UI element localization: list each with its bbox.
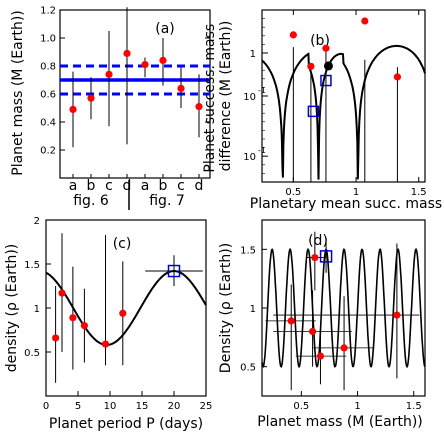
panel-d-xtick-label: 0.5 [293,401,309,412]
panel-d-point [287,317,295,325]
panel-d-label: (d) [308,233,328,249]
panel-d-point [340,344,348,352]
panel-b-square-marker [307,105,320,118]
panel-b-point [307,62,315,70]
panel-d-ytick-label: 1 [250,304,256,315]
panel-c-xtick-label: 10 [104,401,117,412]
panel-b-ytick-label: 10 [243,152,256,163]
panel-b-curve [261,44,426,180]
panel-c-square-marker [167,264,181,278]
panel-d-xtick-label: 1 [354,401,360,412]
panel-b: (b) Planet success. mass difference (M (… [202,9,442,212]
panel-c-xtick-label: 5 [75,401,81,412]
panel-a-category-label: d [123,178,132,194]
panel-c-ylabel: density (ρ (Earth)) [4,244,20,373]
panel-a-point [87,94,95,102]
panel-b-black-point [323,61,333,71]
panel-d-point [311,253,319,262]
panel-b-ytick-exponent: -1 [258,146,266,155]
panel-b-ytick-exponent: -1 [258,86,266,95]
panel-b-xtick-label: 0.5 [285,187,301,198]
panel-a-point [123,49,131,58]
panel-c-ytick-label: 0.5 [24,348,40,359]
panel-c-xtick-label: 0 [43,401,49,412]
panel-b-ylabel: Planet success. mass difference (M (Eart… [202,19,234,172]
panel-a-category-label: c [105,178,113,194]
panel-a-point [69,105,77,113]
panel-b-ylabel-line2: difference (M (Earth)) [218,21,234,172]
panel-c-ytick-label: 2 [34,216,40,227]
panel-a-label: (a) [155,21,175,37]
panel-b-ylabel-line1: Planet success. mass [202,24,218,173]
panel-d-ytick-label: 0.5 [240,363,256,374]
panel-d-xtick-label: 1.5 [406,401,422,412]
panel-a-ylabel: Planet mass (M (Earth)) [10,10,26,176]
panel-b-xlabel: Planetary mean succ. mass [250,196,442,212]
panel-c-label: (c) [113,236,132,252]
panel-d-frame [261,219,426,397]
panel-a-category-label: b [159,178,168,194]
panel-c-ytick-label: 1.5 [24,260,40,271]
panel-a-ytick-label: 1.2 [40,6,56,17]
panel-d-xlabel: Planet mass (M (Earth)) [257,414,423,430]
panel-a-category-label: a [141,178,150,194]
panel-c-xtick-label: 25 [200,401,213,412]
panel-b-point [393,73,402,81]
panel-b-point [289,31,297,39]
panel-a-ytick-label: 0.4 [40,118,56,129]
panel-a-point [195,103,203,111]
panel-a-point [159,56,167,64]
panel-c-ytick-label: 1 [34,304,40,315]
panel-a-point [141,61,149,69]
panel-d: (d) Density (ρ (Earth)) Planet mass (M (… [218,219,426,430]
panel-c-point [58,289,66,297]
panel-b-ytick-label: 1 [250,49,256,60]
panel-a-category-label: d [195,178,204,194]
panel-a: (a) Planet mass (M (Earth)) 0.2 0.4 0.6 0.8… [10,6,211,210]
panel-d-ytick-label: 1.5 [240,245,256,256]
panel-d-curve [261,247,426,369]
panel-a-group-label: fig. 7 [149,193,185,209]
panel-a-ytick-label: 0.6 [40,90,56,101]
panel-d-ylabel: Density (ρ (Earth)) [218,243,234,373]
panel-c-point [101,340,110,348]
panel-a-category-label: a [69,178,78,194]
panel-a-group-label: fig. 6 [73,193,109,209]
panel-a-ytick-label: 0.2 [40,146,56,157]
panel-d-point [393,311,401,319]
panel-b-point [361,17,369,25]
panel-c-xtick-label: 20 [168,401,181,412]
panel-c: (c) density (ρ (Earth)) Planet period P … [4,216,212,432]
panel-d-point [308,327,317,336]
panel-c-point [119,309,127,317]
panel-b-square-marker [320,74,332,87]
panel-c-point [80,322,88,330]
panel-c-xlabel: Planet period P (days) [49,416,203,432]
panel-c-curve [45,269,207,347]
panel-d-point [316,352,325,360]
panel-b-xtick-label: 1 [353,187,359,198]
panel-c-point [69,314,77,322]
panel-c-xtick-label: 15 [136,401,149,412]
panel-a-frame [59,9,211,179]
panel-b-ytick-label: 10 [243,92,256,103]
panel-a-point [177,84,185,92]
panel-a-category-label: c [177,178,185,194]
panel-d-square-marker [319,250,333,263]
panel-a-ytick-label: 0.8 [40,62,56,73]
panel-a-category-label: b [87,178,96,194]
panel-a-ytick-label: 1.0 [40,34,56,45]
panel-b-point [322,44,330,52]
panel-c-point [52,334,60,342]
panel-b-xtick-label: 1.5 [411,187,427,198]
panel-a-point [105,70,113,78]
